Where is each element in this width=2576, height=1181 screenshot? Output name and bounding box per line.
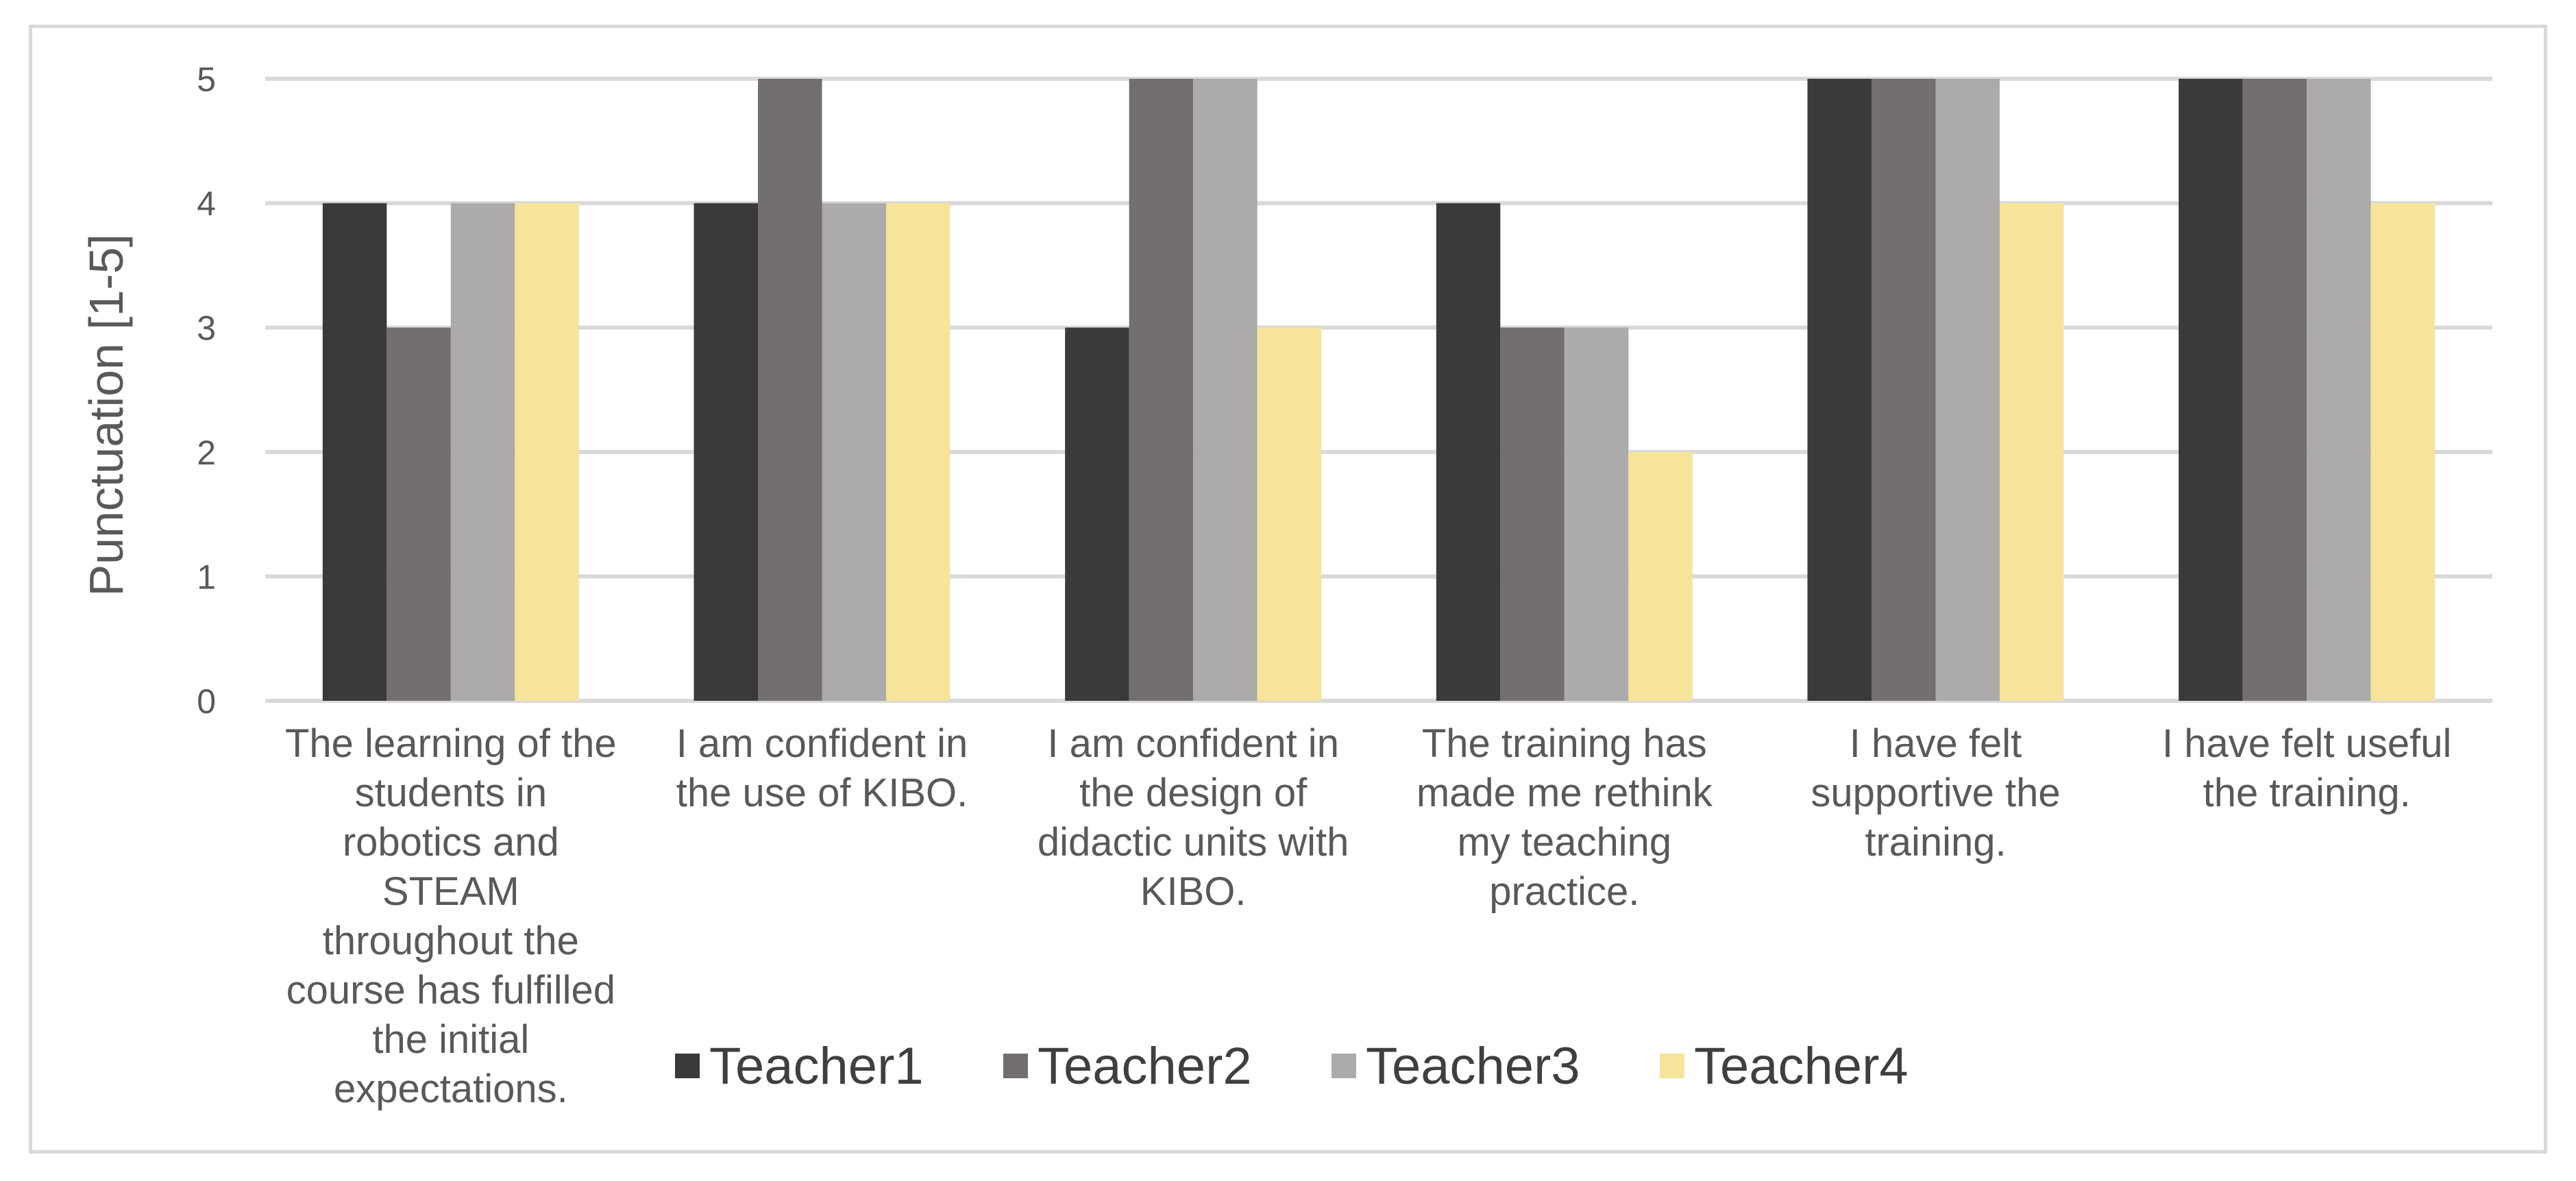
x-category-line: I have felt useful <box>2162 721 2451 766</box>
x-category-line: The learning of the <box>285 721 617 766</box>
x-category-line: the design of <box>1079 771 1308 815</box>
bar-teacher2-cat6 <box>2242 79 2307 701</box>
chart-frame: 0 1 2 3 4 5 The learning of the students in rob… <box>29 25 2547 1154</box>
bar-teacher4-cat4 <box>1628 451 1693 701</box>
x-category-label: I am confident in the design of didactic u… <box>1038 721 1349 914</box>
x-category-line: training. <box>1865 820 2006 865</box>
x-category-line: KIBO. <box>1140 869 1247 914</box>
bar-teacher3-cat2 <box>822 203 886 701</box>
y-axis-ticks: 0 1 2 3 4 5 <box>197 60 216 721</box>
x-category-label: The learning of the students in robotics a… <box>285 721 617 1111</box>
legend-swatch <box>1660 1054 1684 1078</box>
y-tick-label: 3 <box>197 309 216 347</box>
bar-teacher4-cat3 <box>1257 327 1322 701</box>
x-category-line: the initial <box>372 1017 529 1062</box>
x-category-label: The training has made me rethink my teachi… <box>1416 721 1713 914</box>
bar-teacher3-cat6 <box>2307 79 2371 701</box>
x-category-line: didactic units with <box>1038 820 1349 865</box>
bar-teacher2-cat5 <box>1872 79 1936 701</box>
x-category-line: the use of KIBO. <box>676 771 968 815</box>
bar-teacher1-cat3 <box>1065 327 1129 701</box>
x-category-line: expectations. <box>334 1067 568 1111</box>
y-axis-title: Punctuation [1-5] <box>79 234 133 596</box>
bar-teacher1-cat6 <box>2179 79 2243 701</box>
y-tick-label: 2 <box>197 434 216 472</box>
x-axis-categories: The learning of the students in robotics a… <box>285 721 2451 1111</box>
x-category-line: The training has <box>1422 721 1707 766</box>
x-category-line: course has fulfilled <box>286 968 615 1012</box>
bars <box>322 79 2436 701</box>
bar-teacher2-cat4 <box>1500 327 1565 701</box>
legend-item-teacher2: Teacher2 <box>1003 1037 1252 1095</box>
legend-swatch <box>1332 1054 1356 1078</box>
y-tick-label: 4 <box>197 185 216 223</box>
legend-item-teacher1: Teacher1 <box>675 1037 924 1095</box>
bar-teacher4-cat5 <box>2000 203 2064 701</box>
legend-label: Teacher4 <box>1694 1037 1909 1095</box>
bar-teacher4-cat1 <box>515 203 579 701</box>
y-tick-label: 1 <box>197 558 216 596</box>
x-category-line: I am confident in <box>676 721 968 766</box>
x-category-line: my teaching <box>1457 820 1671 865</box>
x-category-label: I have felt useful the training. <box>2162 721 2451 815</box>
x-category-line: I am confident in <box>1047 721 1339 766</box>
x-category-line: students in <box>355 771 548 815</box>
legend-label: Teacher2 <box>1038 1037 1252 1095</box>
bar-teacher3-cat3 <box>1193 79 1258 701</box>
x-category-line: robotics and <box>343 820 559 865</box>
x-category-line: throughout the <box>323 919 579 963</box>
bar-teacher2-cat1 <box>387 327 451 701</box>
bar-teacher4-cat2 <box>886 203 950 701</box>
y-tick-label: 5 <box>197 60 216 99</box>
bar-teacher4-cat6 <box>2370 203 2436 701</box>
legend-label: Teacher3 <box>1366 1037 1580 1095</box>
x-category-line: the training. <box>2203 771 2411 815</box>
x-category-line: STEAM <box>382 869 519 914</box>
x-category-line: supportive the <box>1811 771 2060 815</box>
bar-teacher3-cat4 <box>1564 327 1629 701</box>
x-category-line: I have felt <box>1850 721 2022 766</box>
bar-chart: 0 1 2 3 4 5 The learning of the students in rob… <box>79 60 2492 1111</box>
bar-teacher1-cat5 <box>1807 79 1872 701</box>
x-category-label: I am confident in the use of KIBO. <box>676 721 968 815</box>
legend-item-teacher4: Teacher4 <box>1660 1037 1909 1095</box>
bar-teacher1-cat1 <box>322 203 387 701</box>
gridlines <box>265 77 2492 703</box>
legend-swatch <box>1003 1054 1028 1078</box>
x-category-line: practice. <box>1489 869 1639 914</box>
x-category-label: I have felt supportive the training. <box>1811 721 2060 865</box>
bar-teacher1-cat2 <box>694 203 758 701</box>
legend-item-teacher3: Teacher3 <box>1332 1037 1580 1095</box>
y-tick-label: 0 <box>197 682 216 721</box>
legend: Teacher1 Teacher2 Teacher3 Teacher4 <box>675 1037 1909 1095</box>
legend-label: Teacher1 <box>709 1037 924 1095</box>
bar-teacher2-cat2 <box>758 79 822 701</box>
bar-teacher3-cat5 <box>1935 79 2000 701</box>
bar-teacher1-cat4 <box>1436 203 1501 701</box>
x-category-line: made me rethink <box>1416 771 1713 815</box>
bar-teacher3-cat1 <box>450 203 515 701</box>
bar-teacher2-cat3 <box>1129 79 1194 701</box>
legend-swatch <box>675 1054 700 1078</box>
